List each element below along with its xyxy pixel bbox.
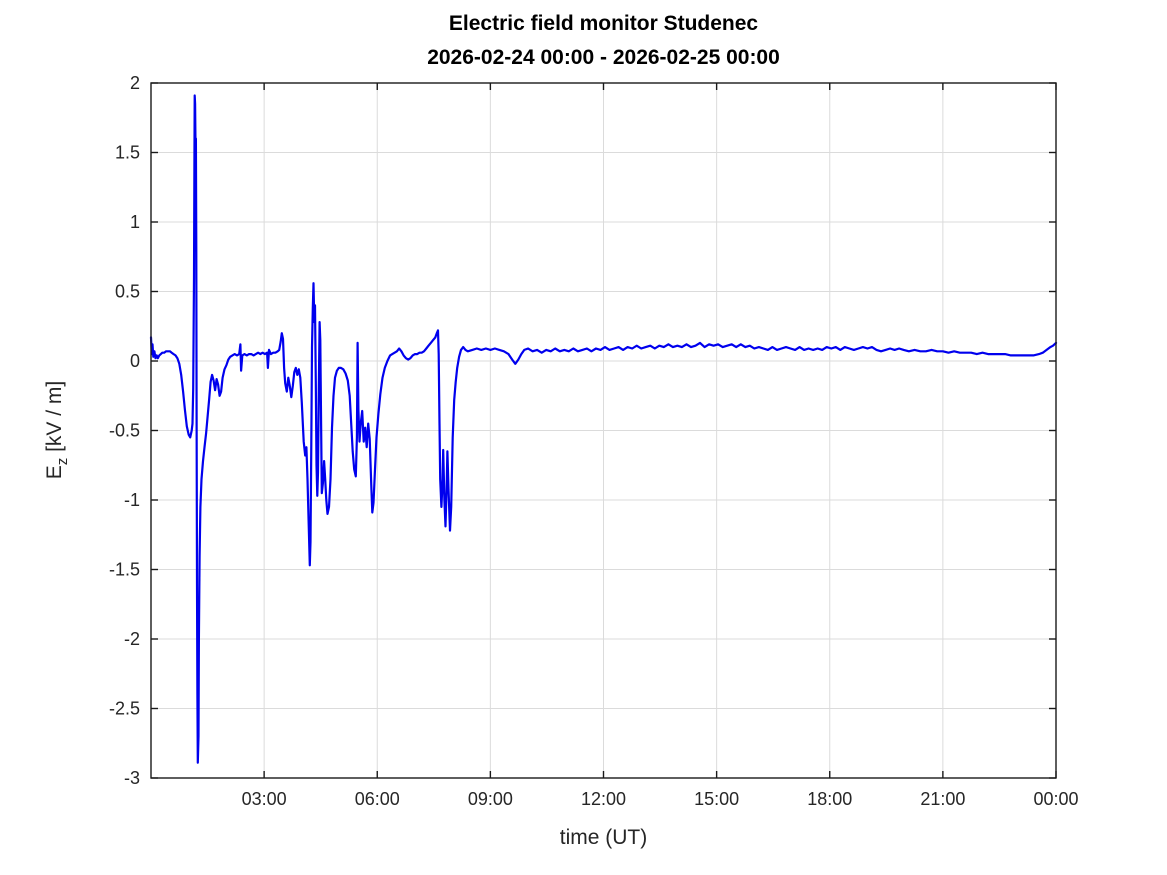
chart-subtitle: 2026-02-24 00:00 - 2026-02-25 00:00	[427, 46, 780, 69]
y-tick-label: -1	[124, 490, 140, 510]
y-axis-label-main: E	[43, 465, 66, 480]
x-tick-label: 15:00	[694, 789, 739, 809]
y-tick-label: -3	[124, 768, 140, 788]
x-tick-label: 18:00	[807, 789, 852, 809]
chart-title: Electric field monitor Studenec	[448, 12, 759, 35]
y-tick-label: -2.5	[109, 699, 140, 719]
x-tick-label: 21:00	[920, 789, 965, 809]
x-tick-label: 12:00	[581, 789, 626, 809]
y-tick-label: 1.5	[115, 143, 140, 163]
y-axis-label: Ez [kV / m]	[43, 381, 71, 480]
y-tick-label: -0.5	[109, 421, 140, 441]
y-axis-label-units: [kV / m]	[43, 380, 66, 458]
x-tick-label: 00:00	[1033, 789, 1078, 809]
y-axis-label-subscript: z	[54, 457, 71, 466]
data-series-line	[149, 94, 1058, 764]
y-tick-label: -2	[124, 629, 140, 649]
y-tick-label: 2	[130, 73, 140, 93]
y-tick-label: 1	[130, 212, 140, 232]
y-tick-label: 0.5	[115, 282, 140, 302]
x-tick-label: 03:00	[242, 789, 287, 809]
y-tick-label: -1.5	[109, 560, 140, 580]
x-tick-label: 09:00	[468, 789, 513, 809]
y-tick-label: 0	[130, 351, 140, 371]
x-tick-label: 06:00	[355, 789, 400, 809]
x-axis-label: time (UT)	[559, 826, 648, 849]
